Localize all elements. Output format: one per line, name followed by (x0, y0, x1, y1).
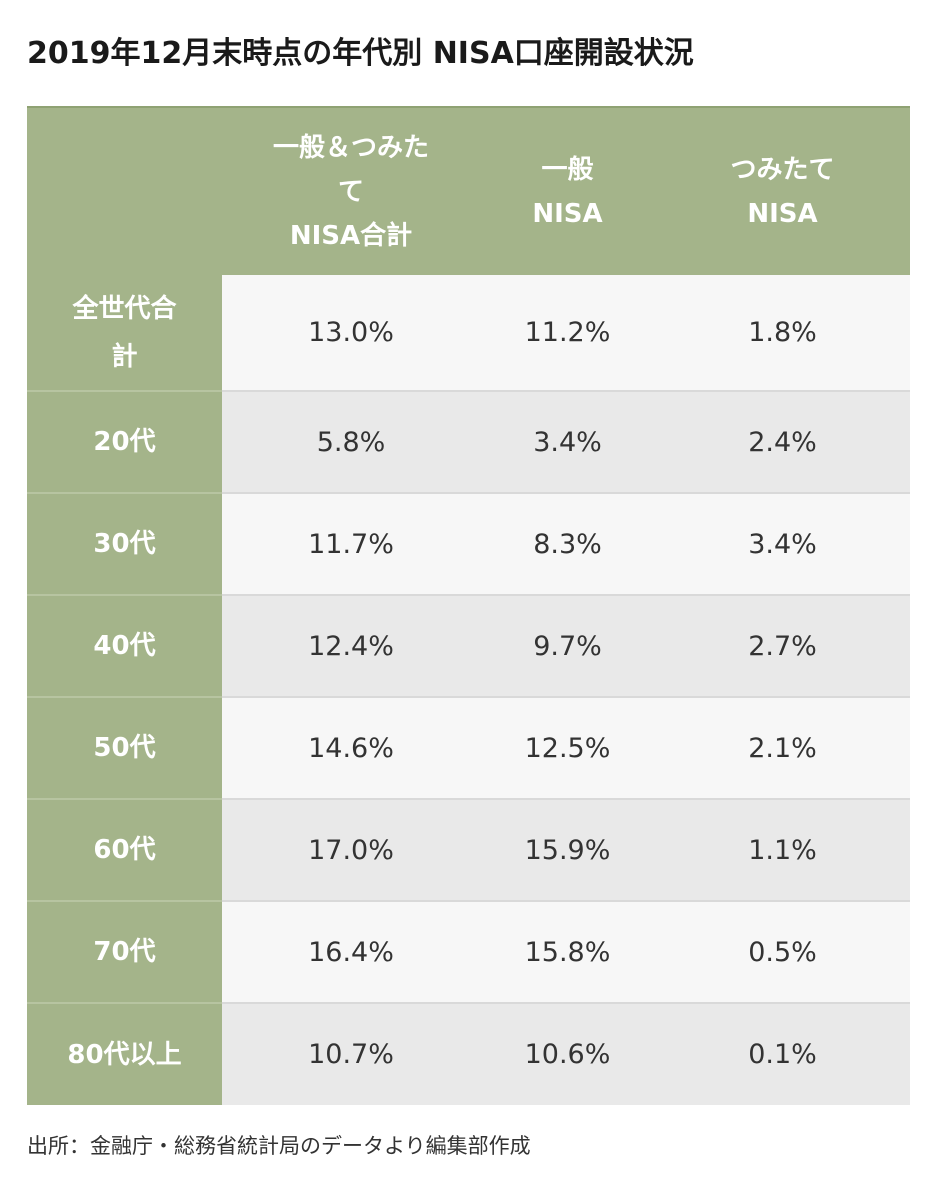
cell-total: 17.0% (222, 799, 480, 902)
source-note: 出所：金融庁・総務省統計局のデータより編集部作成 (27, 1134, 531, 1158)
cell-tsumitate: 2.1% (655, 697, 910, 800)
cell-tsumitate: 1.8% (655, 275, 910, 392)
cell-total: 13.0% (222, 275, 480, 392)
cell-general: 3.4% (480, 391, 655, 494)
row-label: 30代 (27, 493, 222, 596)
cell-total: 12.4% (222, 595, 480, 698)
cell-general: 15.8% (480, 901, 655, 1004)
cell-tsumitate: 3.4% (655, 493, 910, 596)
row-label: 70代 (27, 901, 222, 1004)
table-row: 60代 17.0% 15.9% 1.1% (27, 799, 910, 902)
cell-total: 5.8% (222, 391, 480, 494)
row-label: 40代 (27, 595, 222, 698)
cell-tsumitate: 2.7% (655, 595, 910, 698)
cell-tsumitate: 2.4% (655, 391, 910, 494)
header-corner (27, 106, 222, 275)
table-row: 40代 12.4% 9.7% 2.7% (27, 595, 910, 698)
table-row: 70代 16.4% 15.8% 0.5% (27, 901, 910, 1004)
row-label: 60代 (27, 799, 222, 902)
cell-general: 8.3% (480, 493, 655, 596)
table-row: 30代 11.7% 8.3% 3.4% (27, 493, 910, 596)
cell-tsumitate: 0.1% (655, 1003, 910, 1105)
row-label: 50代 (27, 697, 222, 800)
header-total: 一般＆つみた て NISA合計 (222, 106, 480, 275)
table-row: 20代 5.8% 3.4% 2.4% (27, 391, 910, 494)
row-label: 20代 (27, 391, 222, 494)
cell-total: 11.7% (222, 493, 480, 596)
table-row: 80代以上 10.7% 10.6% 0.1% (27, 1003, 910, 1105)
cell-general: 15.9% (480, 799, 655, 902)
row-label: 全世代合 計 (27, 275, 222, 392)
table-row: 全世代合 計 13.0% 11.2% 1.8% (27, 275, 910, 392)
page-title: 2019年12月末時点の年代別 NISA口座開設状況 (27, 36, 694, 71)
cell-general: 10.6% (480, 1003, 655, 1105)
cell-general: 11.2% (480, 275, 655, 392)
table-header-row: 一般＆つみた て NISA合計 一般 NISA つみたて NISA (27, 106, 910, 275)
header-tsumitate: つみたて NISA (655, 106, 910, 275)
header-general: 一般 NISA (480, 106, 655, 275)
cell-total: 14.6% (222, 697, 480, 800)
nisa-table: 一般＆つみた て NISA合計 一般 NISA つみたて NISA 全世代合 計… (27, 106, 910, 1105)
cell-total: 16.4% (222, 901, 480, 1004)
cell-tsumitate: 1.1% (655, 799, 910, 902)
table-row: 50代 14.6% 12.5% 2.1% (27, 697, 910, 800)
cell-general: 9.7% (480, 595, 655, 698)
cell-tsumitate: 0.5% (655, 901, 910, 1004)
cell-total: 10.7% (222, 1003, 480, 1105)
row-label: 80代以上 (27, 1003, 222, 1105)
cell-general: 12.5% (480, 697, 655, 800)
